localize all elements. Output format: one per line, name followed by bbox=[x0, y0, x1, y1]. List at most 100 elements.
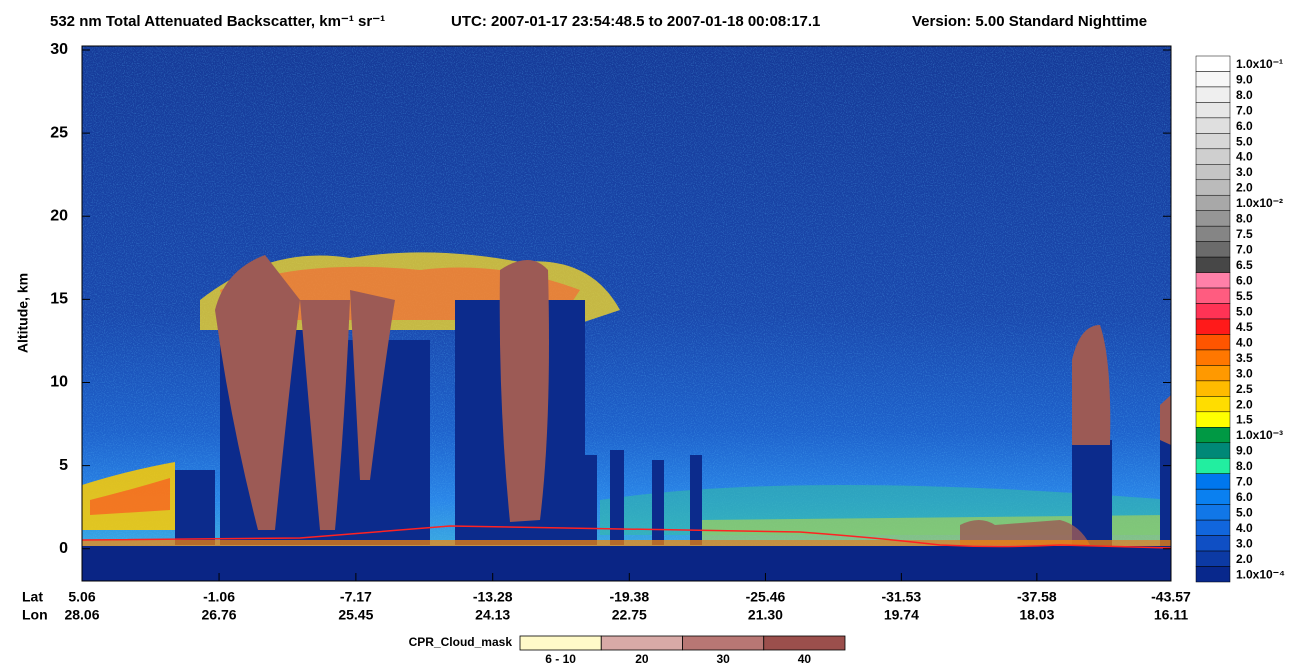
colorbar-label: 8.0 bbox=[1236, 459, 1253, 473]
lon-label: 19.74 bbox=[884, 607, 919, 623]
cpr-legend-swatch bbox=[763, 635, 846, 651]
colorbar-band bbox=[1195, 427, 1231, 444]
colorbar-label: 6.0 bbox=[1236, 119, 1253, 133]
backscatter-image bbox=[81, 45, 1172, 582]
chart-title: 532 nm Total Attenuated Backscatter, km⁻… bbox=[50, 13, 385, 30]
colorbar-label: 2.0 bbox=[1236, 552, 1253, 566]
colorbar-label: 4.0 bbox=[1236, 150, 1253, 164]
y-axis-label: Altitude, km bbox=[15, 273, 31, 353]
colorbar-band bbox=[1195, 349, 1231, 366]
y-tick-label: 10 bbox=[50, 374, 68, 391]
colorbar-band bbox=[1195, 473, 1231, 490]
x-tick-label: -19.38 bbox=[609, 589, 649, 605]
colorbar-band bbox=[1195, 550, 1231, 567]
colorbar-label: 1.5 bbox=[1236, 413, 1253, 427]
y-tick-label: 20 bbox=[50, 207, 68, 224]
lon-label: 24.13 bbox=[475, 607, 510, 623]
colorbar-band bbox=[1195, 504, 1231, 521]
colorbar-label: 8.0 bbox=[1236, 212, 1253, 226]
colorbar-label: 9.0 bbox=[1236, 444, 1253, 458]
x-tick-label: -43.57 bbox=[1151, 589, 1191, 605]
colorbar-band bbox=[1195, 488, 1231, 505]
colorbar-label: 4.0 bbox=[1236, 521, 1253, 535]
colorbar-band bbox=[1195, 535, 1231, 552]
colorbar-band bbox=[1195, 71, 1231, 88]
lon-label: 18.03 bbox=[1019, 607, 1054, 623]
colorbar-label: 2.0 bbox=[1236, 181, 1253, 195]
cpr-legend-label: 20 bbox=[635, 652, 649, 666]
y-tick-label: 5 bbox=[59, 457, 68, 474]
colorbar-label: 6.5 bbox=[1236, 258, 1253, 272]
colorbar-label: 6.0 bbox=[1236, 490, 1253, 504]
colorbar-label: 3.0 bbox=[1236, 165, 1253, 179]
colorbar-label: 1.0x10⁻⁴ bbox=[1236, 567, 1285, 581]
x-tick-label: -31.53 bbox=[882, 589, 922, 605]
colorbar-label: 5.0 bbox=[1236, 506, 1253, 520]
colorbar-band bbox=[1195, 334, 1231, 351]
colorbar-band bbox=[1195, 133, 1231, 150]
colorbar-band bbox=[1195, 411, 1231, 428]
colorbar-label: 5.5 bbox=[1236, 289, 1253, 303]
version: Version: 5.00 Standard Nighttime bbox=[912, 13, 1147, 30]
colorbar-label: 4.5 bbox=[1236, 320, 1253, 334]
lon-label: 16.11 bbox=[1154, 607, 1188, 623]
cpr-legend-label: 6 - 10 bbox=[545, 652, 576, 666]
colorbar-label: 9.0 bbox=[1236, 72, 1253, 86]
x-tick-label: -7.17 bbox=[340, 589, 372, 605]
cpr-legend-swatch bbox=[519, 635, 602, 651]
x-tick-label: -37.58 bbox=[1017, 589, 1057, 605]
y-tick-label: 15 bbox=[50, 291, 68, 308]
colorbar-band bbox=[1195, 117, 1231, 134]
colorbar-label: 4.0 bbox=[1236, 335, 1253, 349]
colorbar-band bbox=[1195, 303, 1231, 320]
lon-label: 22.75 bbox=[612, 607, 647, 623]
colorbar-band bbox=[1195, 457, 1231, 474]
colorbar-band bbox=[1195, 55, 1231, 72]
colorbar-band bbox=[1195, 256, 1231, 273]
colorbar-band bbox=[1195, 225, 1231, 242]
colorbar-label: 7.5 bbox=[1236, 227, 1253, 241]
colorbar-label: 3.0 bbox=[1236, 536, 1253, 550]
colorbar-band bbox=[1195, 179, 1231, 196]
utc-range: UTC: 2007-01-17 23:54:48.5 to 2007-01-18… bbox=[451, 13, 820, 30]
colorbar-band bbox=[1195, 396, 1231, 413]
colorbar-label: 1.0x10⁻² bbox=[1236, 196, 1283, 210]
colorbar-label: 3.5 bbox=[1236, 351, 1253, 365]
cpr-legend-label: 30 bbox=[716, 652, 730, 666]
colorbar-band bbox=[1195, 272, 1231, 289]
colorbar-label: 5.0 bbox=[1236, 304, 1253, 318]
colorbar-label: 2.0 bbox=[1236, 397, 1253, 411]
colorbar-band bbox=[1195, 210, 1231, 227]
colorbar-label: 1.0x10⁻¹ bbox=[1236, 57, 1283, 71]
colorbar-band bbox=[1195, 241, 1231, 258]
colorbar-label: 5.0 bbox=[1236, 134, 1253, 148]
colorbar-label: 8.0 bbox=[1236, 88, 1253, 102]
colorbar-band bbox=[1195, 164, 1231, 181]
colorbar-band bbox=[1195, 194, 1231, 211]
x-tick-label: -1.06 bbox=[203, 589, 235, 605]
colorbar-label: 6.0 bbox=[1236, 273, 1253, 287]
colorbar-band bbox=[1195, 380, 1231, 397]
colorbar-label: 7.0 bbox=[1236, 243, 1253, 257]
x-row-label: Lat bbox=[22, 589, 43, 605]
colorbar-band bbox=[1195, 287, 1231, 304]
x-tick-label: -25.46 bbox=[746, 589, 786, 605]
lon-label: 28.06 bbox=[64, 607, 99, 623]
lon-label: 21.30 bbox=[748, 607, 783, 623]
lon-label: 25.45 bbox=[338, 607, 373, 623]
y-tick-label: 30 bbox=[50, 41, 68, 58]
colorbar-label: 3.0 bbox=[1236, 366, 1253, 380]
cpr-legend-title: CPR_Cloud_mask bbox=[409, 635, 513, 649]
colorbar-band bbox=[1195, 442, 1231, 459]
cpr-legend-swatch bbox=[682, 635, 765, 651]
x-tick-label: -13.28 bbox=[473, 589, 513, 605]
colorbar-band bbox=[1195, 148, 1231, 165]
cpr-legend-label: 40 bbox=[798, 652, 812, 666]
colorbar-label: 7.0 bbox=[1236, 475, 1253, 489]
colorbar-label: 2.5 bbox=[1236, 382, 1253, 396]
x-row-label: Lon bbox=[22, 607, 48, 623]
y-tick-label: 25 bbox=[50, 124, 68, 141]
colorbar-band bbox=[1195, 519, 1231, 536]
colorbar-band bbox=[1195, 566, 1231, 583]
